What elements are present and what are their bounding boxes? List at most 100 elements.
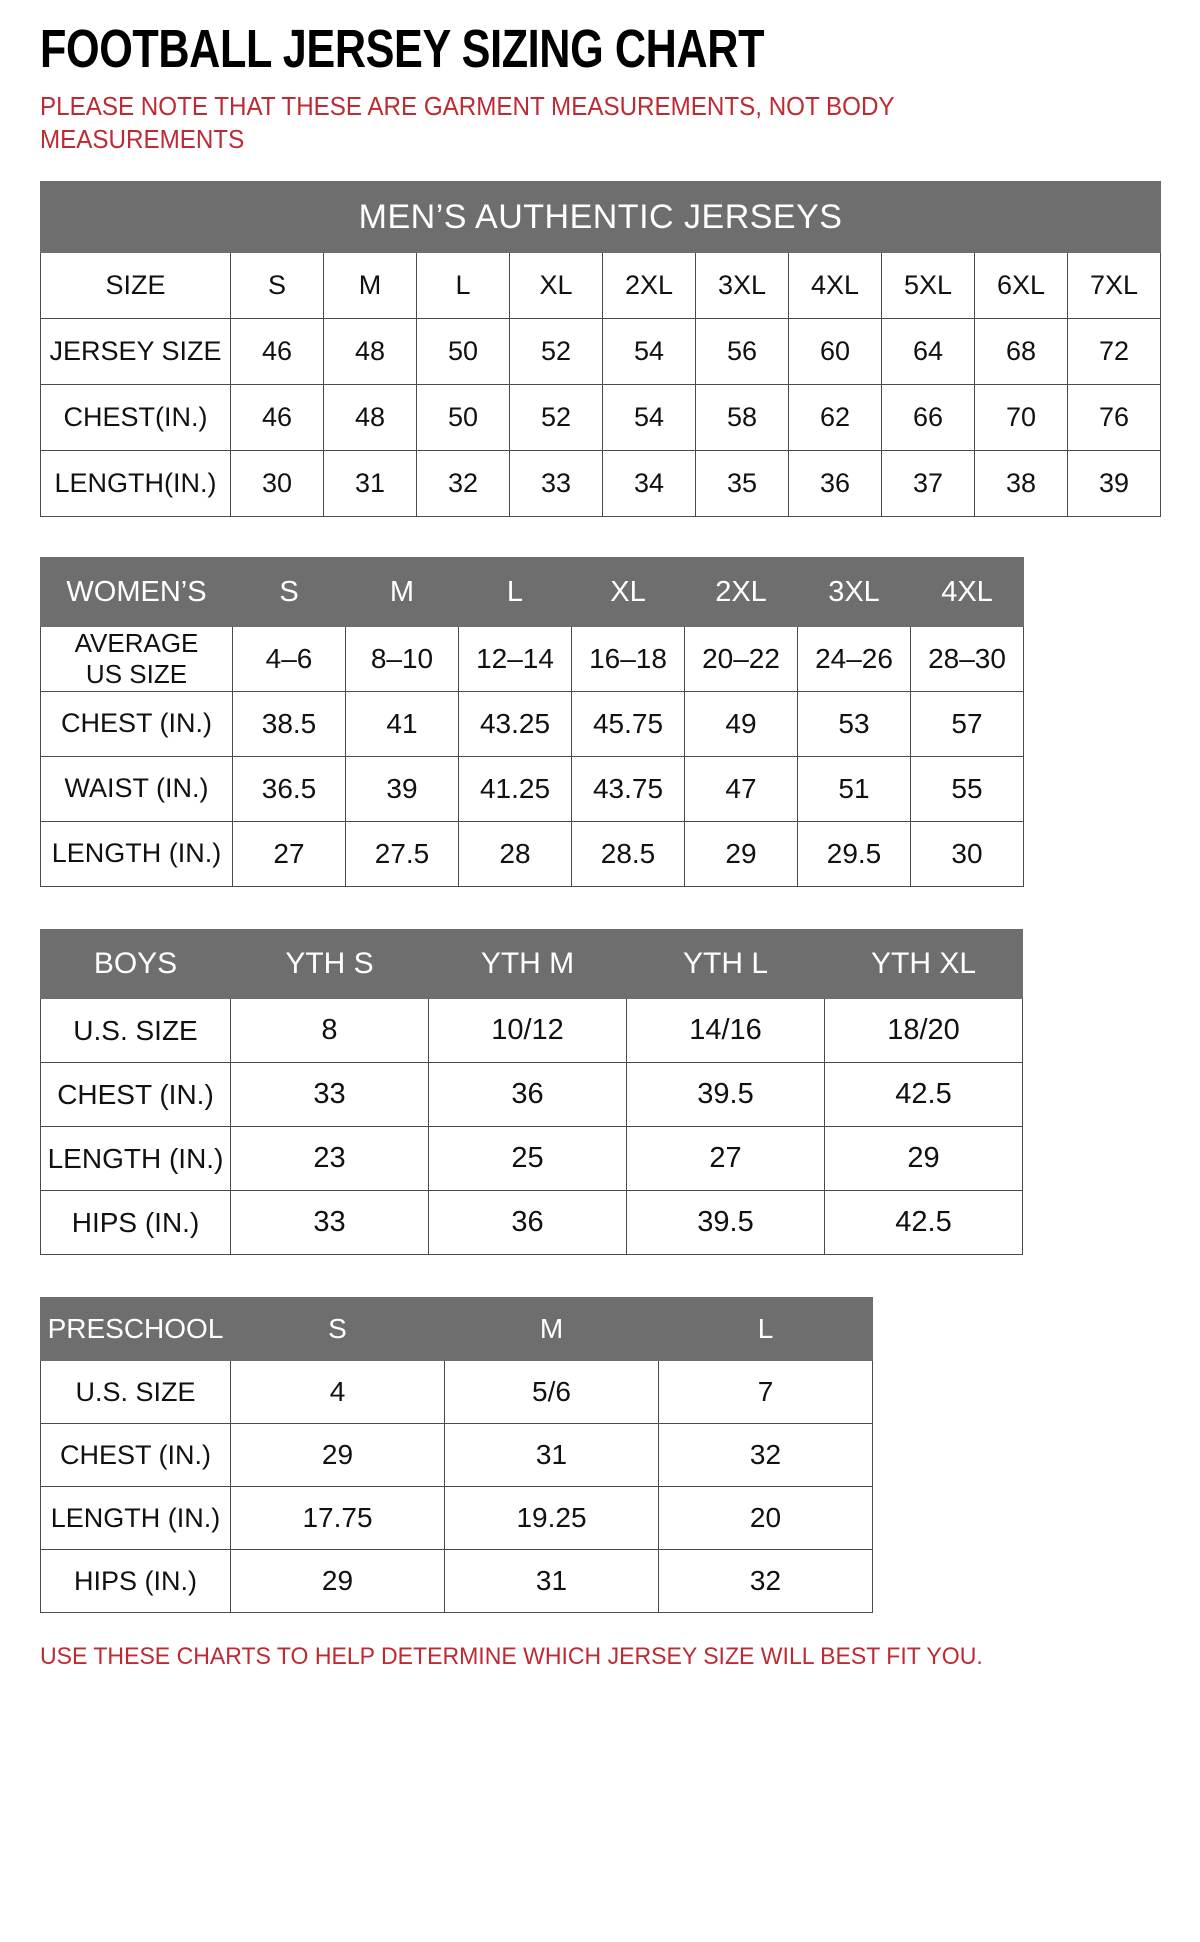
cell: 29 (684, 821, 798, 887)
cell: 42.5 (824, 1062, 1023, 1127)
cell: 57 (910, 691, 1024, 757)
boys-col-header: YTH L (626, 929, 825, 999)
cell: 35 (695, 450, 789, 517)
womens-col-header: L (458, 557, 572, 627)
page-title: FOOTBALL JERSEY SIZING CHART (40, 19, 765, 79)
mens-col-header: 7XL (1066, 252, 1162, 319)
cell: 16–18 (571, 626, 685, 692)
preschool-row-label-header: PRESCHOOL (40, 1297, 231, 1361)
cell: 72 (1066, 318, 1162, 385)
table-row: LENGTH (IN.) 17.75 19.25 20 (40, 1486, 873, 1550)
cell: 30 (230, 450, 324, 517)
cell: 39.5 (626, 1190, 825, 1255)
cell: 52 (509, 384, 603, 451)
row-label-line1: AVERAGE (74, 628, 199, 659)
cell: 28.5 (571, 821, 685, 887)
cell: 32 (658, 1549, 873, 1613)
table-row: U.S. SIZE 8 10/12 14/16 18/20 (40, 998, 1023, 1063)
cell: 39 (1066, 450, 1162, 517)
cell: 55 (910, 756, 1024, 822)
cell: 38 (974, 450, 1068, 517)
cell: 36 (428, 1062, 627, 1127)
cell: 31 (323, 450, 417, 517)
table-row: CHEST (IN.) 33 36 39.5 42.5 (40, 1062, 1023, 1127)
womens-col-header: S (232, 557, 346, 627)
cell: 31 (444, 1549, 659, 1613)
row-label: CHEST (IN.) (40, 1423, 231, 1487)
cell: 33 (230, 1190, 429, 1255)
row-label: AVERAGE US SIZE (40, 626, 233, 692)
cell: 10/12 (428, 998, 627, 1063)
row-label: CHEST(IN.) (40, 384, 231, 451)
table-row: AVERAGE US SIZE 4–6 8–10 12–14 16–18 20–… (40, 626, 1024, 692)
cell: 33 (230, 1062, 429, 1127)
cell: 60 (788, 318, 882, 385)
womens-sizing-table: WOMEN’S S M L XL 2XL 3XL 4XL AVERAGE US … (40, 557, 1024, 887)
sizing-chart-page: FOOTBALL JERSEY SIZING CHART PLEASE NOTE… (39, 19, 1162, 1670)
cell: 29 (230, 1423, 445, 1487)
boys-col-header: YTH S (230, 929, 429, 999)
row-label: HIPS (IN.) (40, 1549, 231, 1613)
cell: 37 (881, 450, 975, 517)
cell: 32 (658, 1423, 873, 1487)
cell: 18/20 (824, 998, 1023, 1063)
preschool-col-header: M (444, 1297, 659, 1361)
cell: 39.5 (626, 1062, 825, 1127)
cell: 31 (444, 1423, 659, 1487)
cell: 24–26 (797, 626, 911, 692)
cell: 29 (824, 1126, 1023, 1191)
cell: 36 (788, 450, 882, 517)
table-row: SIZE S M L XL 2XL 3XL 4XL 5XL 6XL 7XL (40, 252, 1162, 319)
cell: 48 (323, 384, 417, 451)
mens-col-header: L (416, 252, 510, 319)
preschool-col-header: L (658, 1297, 873, 1361)
cell: 20–22 (684, 626, 798, 692)
cell: 25 (428, 1126, 627, 1191)
womens-col-header: 4XL (910, 557, 1024, 627)
cell: 8 (230, 998, 429, 1063)
row-label: LENGTH (IN.) (40, 1486, 231, 1550)
mens-col-header: 3XL (695, 252, 789, 319)
row-label: U.S. SIZE (40, 1360, 231, 1424)
cell: 29.5 (797, 821, 911, 887)
table-row: CHEST (IN.) 38.5 41 43.25 45.75 49 53 57 (40, 691, 1024, 757)
cell: 27 (232, 821, 346, 887)
mens-col-header: 4XL (788, 252, 882, 319)
cell: 33 (509, 450, 603, 517)
row-label: JERSEY SIZE (40, 318, 231, 385)
row-label-line2: US SIZE (85, 659, 188, 689)
cell: 4–6 (232, 626, 346, 692)
preschool-header-row: PRESCHOOL S M L (40, 1297, 873, 1361)
cell: 23 (230, 1126, 429, 1191)
row-label: WAIST (IN.) (40, 756, 233, 822)
cell: 43.75 (571, 756, 685, 822)
mens-size-header: SIZE (40, 252, 231, 319)
cell: 43.25 (458, 691, 572, 757)
footer-note: USE THESE CHARTS TO HELP DETERMINE WHICH… (40, 1643, 983, 1670)
boys-table-body: BOYS YTH S YTH M YTH L YTH XL U.S. SIZE … (40, 929, 1023, 1255)
cell: 36 (428, 1190, 627, 1255)
cell: 14/16 (626, 998, 825, 1063)
cell: 34 (602, 450, 696, 517)
cell: 36.5 (232, 756, 346, 822)
row-label: CHEST (IN.) (40, 691, 233, 757)
cell: 51 (797, 756, 911, 822)
cell: 52 (509, 318, 603, 385)
garment-measurement-note: PLEASE NOTE THAT THESE ARE GARMENT MEASU… (40, 91, 895, 154)
row-label: U.S. SIZE (40, 998, 231, 1063)
table-row: LENGTH(IN.) 30 31 32 33 34 35 36 37 38 3… (40, 450, 1162, 517)
row-label: LENGTH (IN.) (40, 821, 233, 887)
cell: 27 (626, 1126, 825, 1191)
table-row: HIPS (IN.) 29 31 32 (40, 1549, 873, 1613)
cell: 41.25 (458, 756, 572, 822)
cell: 54 (602, 384, 696, 451)
cell: 56 (695, 318, 789, 385)
mens-sizing-table: MEN’S AUTHENTIC JERSEYS SIZE S M L XL 2X… (39, 181, 1162, 517)
cell: 54 (602, 318, 696, 385)
cell: 47 (684, 756, 798, 822)
cell: 70 (974, 384, 1068, 451)
cell: 28–30 (910, 626, 1024, 692)
cell: 5/6 (444, 1360, 659, 1424)
preschool-sizing-table: PRESCHOOL S M L U.S. SIZE 4 5/6 7 CHEST … (40, 1297, 873, 1613)
womens-header-row: WOMEN’S S M L XL 2XL 3XL 4XL (40, 557, 1024, 627)
